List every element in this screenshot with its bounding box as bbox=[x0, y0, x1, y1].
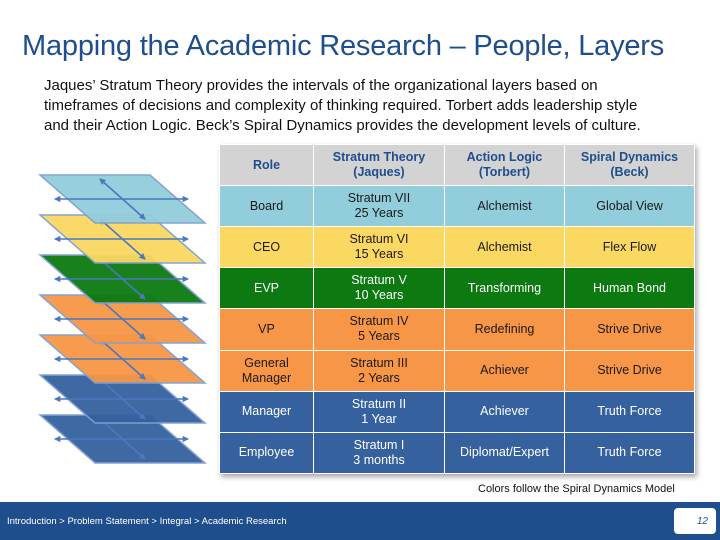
cell-stratum: Stratum VII 25 Years bbox=[313, 184, 445, 228]
cell-action-logic: Alchemist bbox=[444, 184, 565, 228]
cell-spiral-dynamics: Flex Flow bbox=[564, 226, 695, 269]
table-row: General Manager Stratum III 2 Years Achiever… bbox=[219, 349, 695, 392]
cell-stratum: Stratum VI 15 Years bbox=[313, 226, 445, 269]
table-row: Manager Stratum II 1 Year Achiever Truth For… bbox=[219, 390, 695, 433]
cell-spiral-dynamics: Global View bbox=[564, 184, 695, 228]
cell-stratum: Stratum III 2 Years bbox=[313, 349, 445, 392]
cell-role: EVP bbox=[219, 267, 314, 310]
cell-spiral-dynamics: Truth Force bbox=[564, 390, 695, 433]
layer-plane bbox=[38, 294, 207, 344]
cell-role: VP bbox=[219, 308, 314, 351]
header-spiral-dynamics: Spiral Dynamics (Beck) bbox=[564, 144, 695, 186]
cell-spiral-dynamics: Strive Drive bbox=[564, 349, 695, 392]
subtitle-line: Jaques’ Stratum Theory provides the inte… bbox=[44, 77, 598, 94]
cell-spiral-dynamics: Truth Force bbox=[564, 431, 695, 475]
footer-bar: Introduction > Problem Statement > Integ… bbox=[0, 502, 720, 540]
slide-subtitle: Jaques’ Stratum Theory provides the inte… bbox=[44, 76, 704, 136]
cell-role: CEO bbox=[219, 226, 314, 269]
breadcrumb: Introduction > Problem Statement > Integ… bbox=[7, 516, 287, 527]
cell-stratum: Stratum IV 5 Years bbox=[313, 308, 445, 351]
layers-table: Role Stratum Theory (Jaques) Action Logic… bbox=[219, 144, 695, 475]
cell-spiral-dynamics: Human Bond bbox=[564, 267, 695, 310]
cell-role: Manager bbox=[219, 390, 314, 433]
page-number: 12 bbox=[674, 508, 716, 534]
subtitle-line: timeframes of decisions and complexity o… bbox=[44, 97, 638, 114]
cell-role: Employee bbox=[219, 431, 314, 475]
cell-stratum: Stratum II 1 Year bbox=[313, 390, 445, 433]
header-stratum-theory: Stratum Theory (Jaques) bbox=[313, 144, 445, 186]
cell-action-logic: Redefining bbox=[444, 308, 565, 351]
table-row: Board Stratum VII 25 Years Alchemist Global … bbox=[219, 184, 695, 228]
layer-plane bbox=[38, 174, 207, 224]
organizational-layers-graphic bbox=[38, 174, 207, 464]
header-role: Role bbox=[219, 144, 314, 186]
table-header-row: Role Stratum Theory (Jaques) Action Logic… bbox=[219, 144, 695, 186]
cell-action-logic: Achiever bbox=[444, 349, 565, 392]
cell-spiral-dynamics: Strive Drive bbox=[564, 308, 695, 351]
table-row: CEO Stratum VI 15 Years Alchemist Flex Flow bbox=[219, 226, 695, 269]
cell-action-logic: Diplomat/Expert bbox=[444, 431, 565, 475]
layer-plane bbox=[38, 414, 207, 464]
cell-role: Board bbox=[219, 184, 314, 228]
subtitle-line: and their Action Logic. Beck’s Spiral Dy… bbox=[44, 117, 641, 134]
slide-title: Mapping the Academic Research – People, … bbox=[22, 30, 665, 62]
cell-action-logic: Alchemist bbox=[444, 226, 565, 269]
color-note: Colors follow the Spiral Dynamics Model bbox=[478, 483, 675, 495]
table-row: EVP Stratum V 10 Years Transforming Human Bo… bbox=[219, 267, 695, 310]
cell-role: General Manager bbox=[219, 349, 314, 392]
table-row: VP Stratum IV 5 Years Redefining Strive Driv… bbox=[219, 308, 695, 351]
cell-action-logic: Transforming bbox=[444, 267, 565, 310]
cell-stratum: Stratum V 10 Years bbox=[313, 267, 445, 310]
header-action-logic: Action Logic (Torbert) bbox=[444, 144, 565, 186]
cell-action-logic: Achiever bbox=[444, 390, 565, 433]
layer-plane bbox=[38, 254, 207, 304]
